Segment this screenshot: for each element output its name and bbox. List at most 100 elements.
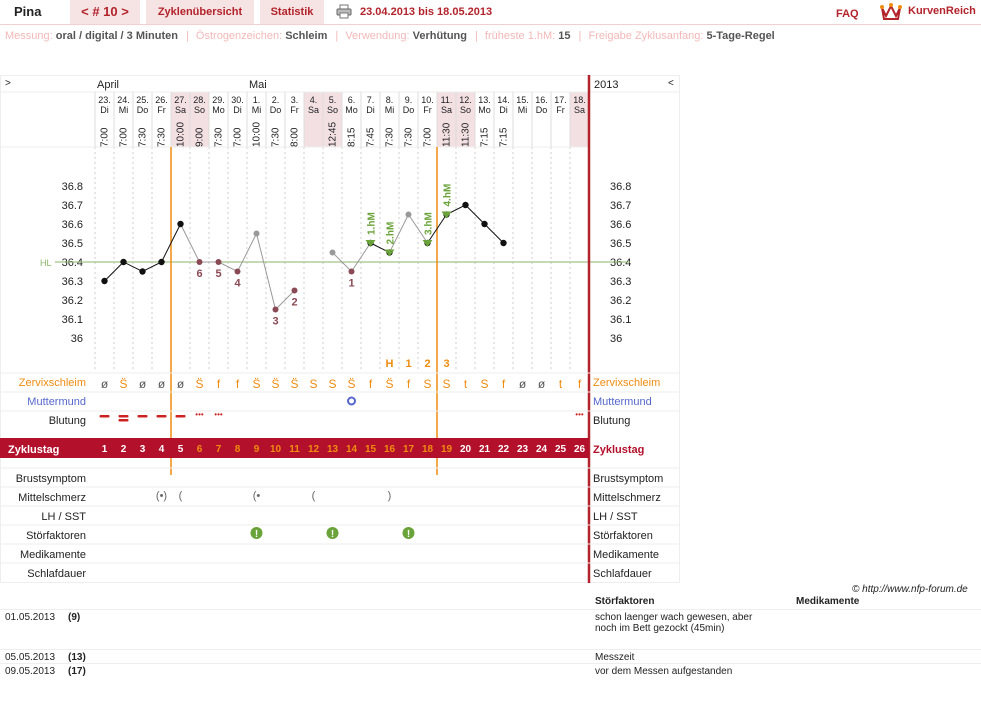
disturbance-icon[interactable] (250, 527, 263, 539)
weekday-label: Mi (385, 105, 395, 115)
date-label: 28. (193, 95, 206, 105)
mucus-symbol: S̈ (385, 377, 393, 391)
higher-measurement-marker (422, 240, 433, 247)
temperature-point (101, 277, 108, 285)
cycle-day-number: 10 (270, 444, 282, 455)
weekday-label: So (194, 105, 205, 115)
setting-label: Messung: (5, 30, 53, 42)
tab-statistik[interactable]: Statistik (260, 0, 324, 24)
weekday-label: Di (366, 105, 375, 115)
mucus-symbol: S (328, 377, 336, 391)
time-label: 7:45 (366, 127, 377, 147)
y-tick-label-right: 36 (610, 333, 622, 345)
mucus-symbol: ø (101, 377, 109, 391)
row-label-right-stoer: Störfaktoren (593, 530, 653, 542)
time-label: 9:00 (195, 127, 206, 147)
pain-symbol: ) (388, 490, 392, 502)
y-tick-label: 36 (71, 333, 83, 345)
y-tick-label-right: 36.1 (610, 314, 631, 326)
date-label: 3. (291, 95, 299, 105)
printer-icon[interactable] (336, 4, 352, 19)
note-date: 01.05.2013 (5, 612, 56, 623)
higher-measurement-marker (384, 249, 395, 257)
mucus-symbol: S̈ (347, 377, 355, 391)
note-row: 01.05.2013 (9) schon laenger wach gewese… (0, 609, 981, 649)
weekend-column (570, 92, 589, 147)
month-label: April (97, 79, 119, 91)
cycle-day-number: 1 (102, 444, 108, 455)
row-label-right-mittel: Mittelschmerz (593, 492, 661, 504)
date-label: 25. (136, 95, 149, 105)
cycle-day-number: 13 (327, 444, 339, 455)
date-label: 27. (174, 95, 187, 105)
date-label: 16. (535, 95, 548, 105)
faq-link[interactable]: FAQ (836, 8, 859, 20)
weekday-label: Do (137, 105, 149, 115)
disturbance-icon[interactable] (402, 527, 415, 539)
row-label-zervix: Zervixschleim (19, 377, 86, 389)
low-count-label: 6 (196, 268, 202, 280)
time-label: 12:45 (328, 122, 339, 147)
nav-next-arrow: > (5, 78, 11, 89)
y-tick-label-right: 36.3 (610, 276, 631, 288)
weekend-column (171, 92, 190, 147)
higher-measurement-label: 2.hM (386, 222, 397, 245)
weekday-label: Fr (556, 105, 565, 115)
weekday-label: Fr (290, 105, 299, 115)
tab-zyklenuebersicht[interactable]: Zyklenübersicht (146, 0, 254, 24)
cycle-day-number: 14 (346, 444, 358, 455)
weekday-label: Do (403, 105, 415, 115)
cycle-day-number: 23 (517, 444, 529, 455)
mucus-symbol: ø (139, 377, 147, 391)
row-label-right-blutung: Blutung (593, 415, 630, 427)
settings-line: Messung: oral / digital / 3 Minuten | Öst… (5, 30, 775, 42)
date-label: 15. (516, 95, 529, 105)
date-label: 7. (367, 95, 375, 105)
cycle-day-number: 12 (308, 444, 320, 455)
setting-label: früheste 1.hM: (484, 30, 556, 42)
temperature-point (500, 239, 507, 247)
note-date: 09.05.2013 (5, 666, 56, 677)
weekend-column (437, 92, 456, 147)
cycle-day-label-right: Zyklustag (593, 444, 644, 456)
weekend-column (323, 92, 342, 147)
mucus-symbol: ø (519, 377, 527, 391)
temperature-point (120, 258, 127, 266)
row-label-brust: Brustsymptom (16, 473, 86, 485)
date-label: 2. (272, 95, 280, 105)
note-text: schon laenger wach gewesen, aber noch im… (595, 612, 753, 634)
note-date: 05.05.2013 (5, 652, 56, 663)
cycle-day-number: 15 (365, 444, 377, 455)
cervix-marker (347, 396, 356, 406)
weekday-label: Sa (175, 105, 186, 115)
mucus-symbol: ø (158, 377, 166, 391)
temperature-point (139, 268, 146, 275)
disturbance-icon[interactable] (326, 527, 339, 539)
date-label: 29. (212, 95, 225, 105)
y-tick-label-right: 36.7 (610, 200, 631, 212)
kurvenreich-logo[interactable]: KurvenReich (880, 2, 976, 22)
y-tick-label: 36.4 (62, 257, 83, 269)
mucus-symbol: t (559, 377, 563, 391)
date-label: 8. (386, 95, 394, 105)
higher-measurement-label: 3.hM (424, 212, 435, 235)
higher-measurement-label: 4.hM (443, 184, 454, 207)
date-label: 23. (98, 95, 111, 105)
date-label: 6. (348, 95, 356, 105)
pain-symbol: ( (312, 490, 316, 502)
cycle-navigator[interactable]: < # 10 > (70, 0, 140, 24)
mucus-symbol: S̈ (252, 377, 260, 391)
row-label-right-schlaf: Schlafdauer (593, 568, 652, 580)
temperature-point (177, 220, 184, 228)
spotting-mark: ••• (214, 410, 223, 419)
date-label: 30. (231, 95, 244, 105)
mucus-symbol: f (578, 377, 582, 391)
time-label: 7:00 (233, 127, 244, 147)
y-tick-label: 36.7 (62, 200, 83, 212)
date-label: 14. (497, 95, 510, 105)
bleeding-mark (118, 419, 129, 422)
crown-logo-icon (880, 3, 902, 20)
y-tick-label: 36.6 (62, 219, 83, 231)
cycle-day-number: 25 (555, 444, 567, 455)
